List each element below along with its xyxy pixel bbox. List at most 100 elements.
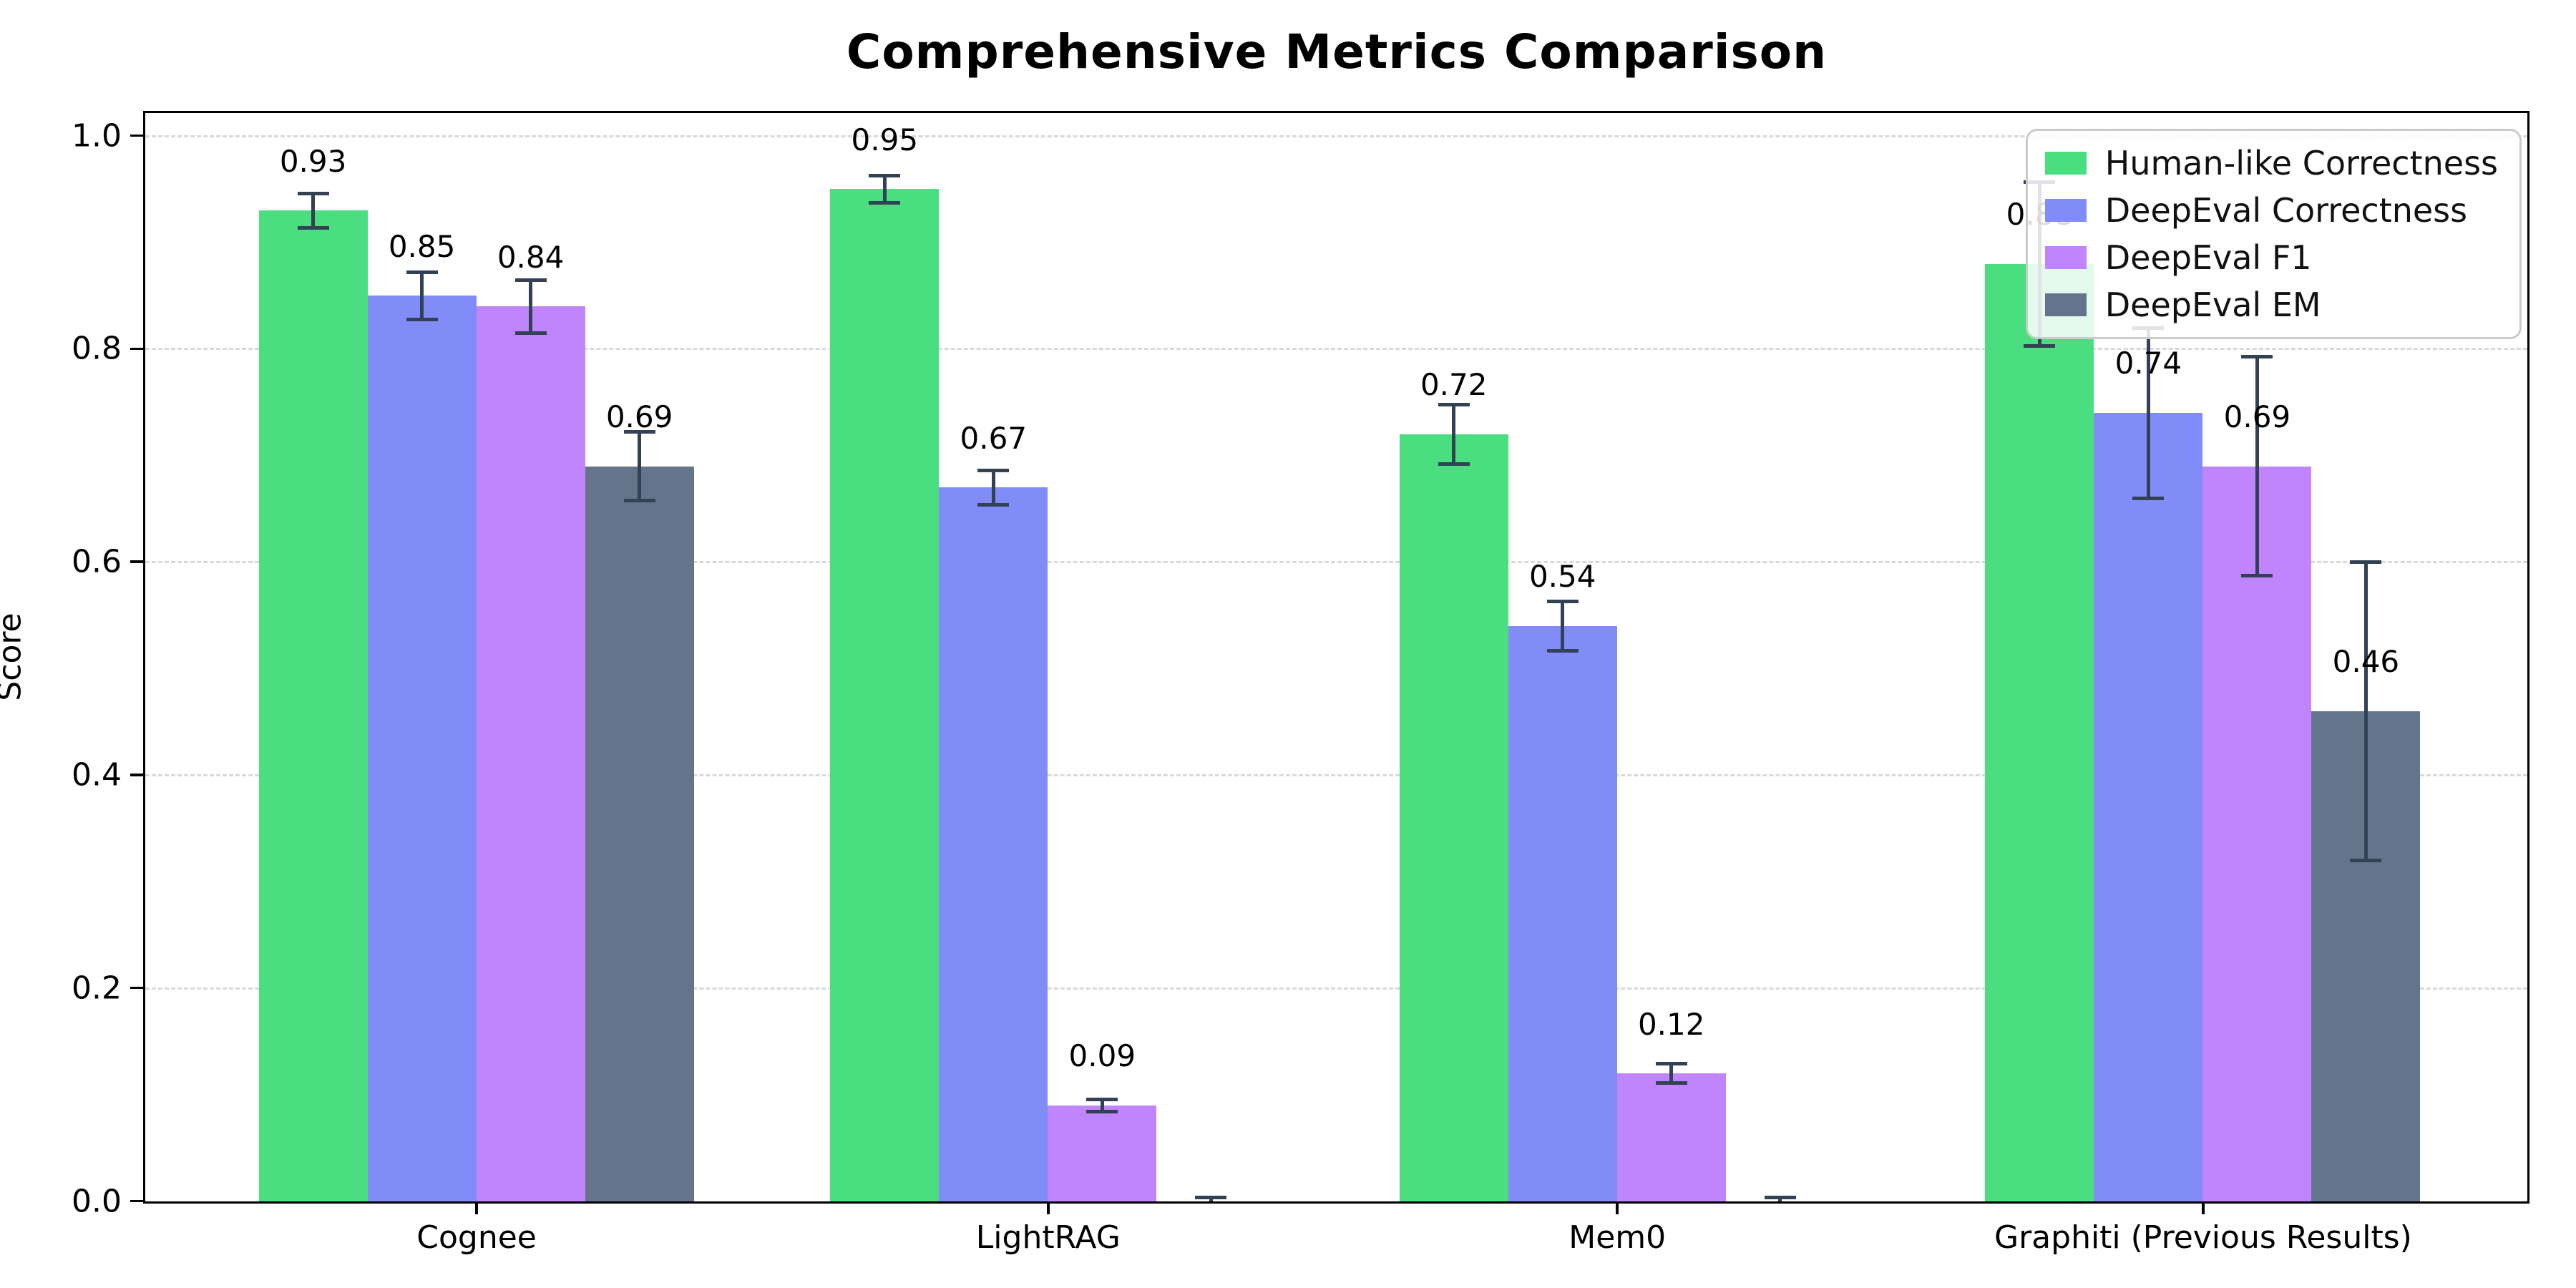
bar	[367, 296, 477, 1201]
error-bar	[638, 431, 642, 501]
error-bar	[311, 193, 316, 228]
error-bar	[2363, 562, 2368, 861]
bar-value-label: 0.95	[851, 122, 919, 157]
error-bar-cap	[1438, 402, 1470, 406]
y-tick-label: 0.6	[72, 543, 122, 580]
bar-value-label: 0.12	[1637, 1006, 1705, 1042]
error-bar-cap	[2350, 859, 2382, 863]
plot-area: Human-like Correctness DeepEval Correctne…	[143, 111, 2529, 1204]
error-bar	[529, 280, 533, 333]
legend: Human-like Correctness DeepEval Correctne…	[2025, 129, 2522, 339]
error-bar-cap	[1655, 1062, 1687, 1066]
y-tick-label: 0.8	[72, 330, 122, 367]
bar	[1508, 625, 1617, 1201]
bar-value-label: 0.84	[497, 239, 565, 275]
error-bar-cap	[1195, 1195, 1227, 1199]
y-tick-label: 0.4	[72, 756, 122, 794]
error-bar	[1778, 1197, 1782, 1201]
error-bar	[2146, 328, 2150, 499]
bar	[2094, 413, 2203, 1201]
x-tick-label: Mem0	[1568, 1219, 1667, 1256]
error-bar-cap	[514, 278, 547, 282]
error-bar	[1561, 601, 1565, 651]
error-bar-cap	[406, 317, 438, 321]
bar	[830, 189, 940, 1201]
error-bar-cap	[1086, 1110, 1118, 1114]
chart-title: Comprehensive Metrics Comparison	[846, 24, 1828, 79]
bar	[2202, 466, 2312, 1201]
y-tick	[130, 986, 143, 990]
error-bar	[991, 470, 995, 505]
gridline	[145, 561, 2527, 564]
legend-item: DeepEval Correctness	[2044, 191, 2498, 230]
bar	[1985, 263, 2094, 1201]
gridline	[145, 348, 2527, 351]
error-bar-cap	[1546, 600, 1579, 604]
bar	[939, 487, 1048, 1201]
y-tick	[130, 134, 143, 137]
error-bar-cap	[977, 502, 1010, 507]
error-bar-cap	[2132, 496, 2165, 500]
legend-swatch	[2044, 152, 2087, 175]
bar	[1616, 1073, 1726, 1201]
bar-value-label: 0.74	[2114, 346, 2182, 381]
bar-value-label: 0.09	[1068, 1038, 1136, 1074]
y-tick-label: 0.2	[72, 970, 122, 1007]
y-tick-label: 1.0	[72, 117, 122, 154]
bar-value-label: 0.69	[2223, 399, 2291, 434]
error-bar-cap	[2241, 574, 2273, 578]
error-bar	[1100, 1099, 1104, 1112]
error-bar	[1209, 1197, 1213, 1201]
legend-label: Human-like Correctness	[2104, 144, 2498, 182]
legend-swatch	[2044, 199, 2087, 222]
bar-value-label: 0.54	[1528, 559, 1596, 595]
error-bar-cap	[1086, 1097, 1118, 1101]
legend-label: DeepEval Correctness	[2104, 191, 2468, 230]
bar-value-label: 0.46	[2332, 644, 2400, 680]
y-axis-label: Score	[0, 613, 29, 701]
bar-value-label: 0.67	[960, 420, 1028, 456]
bar-value-label: 0.93	[279, 143, 347, 179]
bar	[1399, 434, 1508, 1201]
error-bar	[2255, 356, 2259, 576]
error-bar-cap	[406, 270, 438, 275]
gridline	[145, 774, 2527, 776]
error-bar-cap	[869, 201, 901, 205]
bar-value-label: 0.72	[1420, 367, 1488, 403]
gridline	[145, 987, 2527, 990]
error-bar-cap	[2024, 343, 2056, 348]
bar-value-label: 0.69	[605, 399, 673, 434]
bar-value-label: 0.85	[388, 228, 456, 264]
error-bar-cap	[977, 469, 1010, 473]
error-bar	[1452, 404, 1456, 464]
legend-swatch	[2044, 293, 2087, 316]
legend-item: DeepEval EM	[2044, 286, 2498, 324]
error-bar	[420, 272, 424, 320]
legend-swatch	[2044, 246, 2087, 269]
x-tick-label: Graphiti (Previous Results)	[1994, 1219, 2412, 1256]
legend-label: DeepEval EM	[2104, 286, 2321, 324]
error-bar-cap	[2241, 354, 2273, 358]
legend-label: DeepEval F1	[2104, 238, 2312, 277]
error-bar-cap	[297, 225, 329, 230]
y-tick	[130, 1199, 143, 1203]
x-tick-label: Cognee	[416, 1219, 537, 1256]
error-bar-cap	[1546, 648, 1579, 653]
bar	[476, 306, 585, 1201]
error-bar-cap	[1438, 462, 1470, 467]
legend-item: DeepEval F1	[2044, 238, 2498, 277]
bar	[1048, 1106, 1157, 1201]
error-bar-cap	[1655, 1081, 1687, 1085]
x-tick	[2202, 1201, 2205, 1214]
bar	[585, 466, 694, 1201]
x-tick	[1047, 1201, 1050, 1214]
error-bar-cap	[869, 173, 901, 177]
x-tick	[1616, 1201, 1619, 1214]
error-bar-cap	[514, 331, 547, 335]
error-bar-cap	[2350, 560, 2382, 565]
error-bar	[882, 175, 887, 203]
legend-item: Human-like Correctness	[2044, 144, 2498, 182]
error-bar-cap	[623, 430, 655, 434]
error-bar-cap	[297, 191, 329, 195]
